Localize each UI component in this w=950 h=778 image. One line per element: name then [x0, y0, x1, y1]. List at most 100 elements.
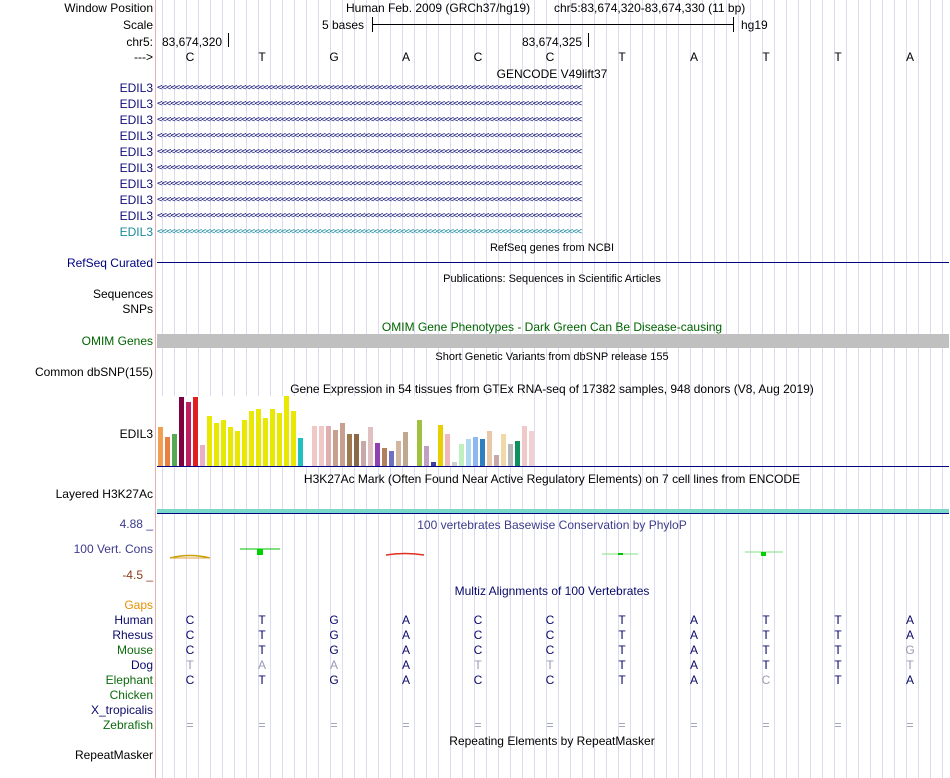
gtex-tissue-bar[interactable]	[382, 448, 387, 466]
gtex-tissue-bar[interactable]	[172, 434, 177, 466]
species-label[interactable]: X_tropicalis	[90, 703, 153, 717]
publications-title[interactable]: Publications: Sequences in Scientific Ar…	[443, 273, 661, 285]
gencode-transcript-line[interactable]: <<<<<<<<<<<<<<<<<<<<<<<<<<<<<<<<<<<<<<<<…	[157, 227, 582, 237]
gencode-title[interactable]: GENCODE V49lift37	[496, 67, 608, 81]
gaps-label[interactable]: Gaps	[124, 598, 153, 612]
gtex-tissue-bar[interactable]	[326, 426, 331, 466]
gtex-tissue-bar[interactable]	[466, 439, 471, 466]
gtex-tissue-bar[interactable]	[515, 441, 520, 466]
gencode-transcript-label[interactable]: EDIL3	[119, 161, 153, 175]
gtex-tissue-bar[interactable]	[459, 444, 464, 466]
gencode-transcript-label[interactable]: EDIL3	[119, 129, 153, 143]
species-label[interactable]: Mouse	[116, 643, 153, 657]
species-label[interactable]: Zebrafish	[102, 718, 153, 732]
position-text[interactable]: chr5:83,674,320-83,674,330 (11 bp)	[554, 1, 746, 15]
h3k27ac-signal[interactable]	[157, 509, 949, 513]
gtex-tissue-bar[interactable]	[298, 438, 303, 466]
repeatmasker-label[interactable]: RepeatMasker	[74, 748, 153, 762]
gtex-tissue-bar[interactable]	[305, 465, 310, 466]
gtex-tissue-bar[interactable]	[445, 434, 450, 466]
gtex-tissue-bar[interactable]	[242, 420, 247, 466]
gtex-tissue-bar[interactable]	[417, 420, 422, 466]
omim-title[interactable]: OMIM Gene Phenotypes - Dark Green Can Be…	[381, 320, 723, 334]
gencode-transcript-line[interactable]: <<<<<<<<<<<<<<<<<<<<<<<<<<<<<<<<<<<<<<<<…	[157, 115, 582, 125]
species-label[interactable]: Human	[114, 613, 153, 627]
gtex-tissue-bar[interactable]	[480, 439, 485, 466]
gtex-tissue-bar[interactable]	[263, 418, 268, 466]
gtex-tissue-bar[interactable]	[508, 444, 513, 466]
gtex-tissue-bar[interactable]	[410, 465, 415, 466]
gtex-tissue-bar[interactable]	[431, 462, 436, 466]
refseq-gene-line[interactable]	[157, 262, 949, 263]
gtex-tissue-bar[interactable]	[179, 397, 184, 466]
gtex-tissue-bar[interactable]	[452, 462, 457, 466]
gtex-tissue-bar[interactable]	[361, 441, 366, 466]
phylop-title[interactable]: 100 vertebrates Basewise Conservation by…	[417, 518, 687, 532]
gtex-tissue-bar[interactable]	[333, 430, 338, 466]
gtex-label[interactable]: EDIL3	[119, 427, 153, 441]
gencode-transcript-line[interactable]: <<<<<<<<<<<<<<<<<<<<<<<<<<<<<<<<<<<<<<<<…	[157, 131, 582, 141]
repeatmasker-title[interactable]: Repeating Elements by RepeatMasker	[449, 734, 655, 748]
gencode-transcript-label[interactable]: EDIL3	[119, 177, 153, 191]
phylop-plot[interactable]	[0, 540, 950, 580]
gtex-tissue-bar[interactable]	[403, 432, 408, 466]
gtex-tissue-bar[interactable]	[249, 411, 254, 466]
gtex-tissue-bar[interactable]	[214, 423, 219, 466]
gtex-tissue-bar[interactable]	[256, 409, 261, 466]
h3k27ac-label[interactable]: Layered H3K27Ac	[55, 487, 153, 501]
gencode-transcript-line[interactable]: <<<<<<<<<<<<<<<<<<<<<<<<<<<<<<<<<<<<<<<<…	[157, 211, 582, 221]
refseq-label[interactable]: RefSeq Curated	[66, 256, 153, 270]
gtex-tissue-bar[interactable]	[312, 426, 317, 466]
gencode-transcript-label[interactable]: EDIL3	[119, 225, 153, 239]
gtex-tissue-bar[interactable]	[193, 397, 198, 466]
dbsnp-label[interactable]: Common dbSNP(155)	[34, 365, 153, 379]
gtex-tissue-bar[interactable]	[473, 437, 478, 466]
gtex-bar-chart[interactable]	[157, 396, 534, 466]
phylop-label[interactable]: 100 Vert. Cons	[73, 542, 153, 556]
omim-label[interactable]: OMIM Genes	[81, 334, 153, 348]
gtex-tissue-bar[interactable]	[424, 446, 429, 466]
gtex-tissue-bar[interactable]	[158, 427, 163, 466]
species-label[interactable]: Dog	[130, 658, 153, 672]
gtex-tissue-bar[interactable]	[340, 423, 345, 466]
gtex-tissue-bar[interactable]	[221, 420, 226, 466]
gtex-tissue-bar[interactable]	[165, 437, 170, 466]
species-label[interactable]: Rhesus	[112, 628, 153, 642]
gencode-transcript-label[interactable]: EDIL3	[119, 145, 153, 159]
sequences-label[interactable]: Sequences	[92, 287, 153, 301]
gtex-tissue-bar[interactable]	[319, 426, 324, 466]
gtex-tissue-bar[interactable]	[270, 409, 275, 466]
gencode-transcript-label[interactable]: EDIL3	[119, 81, 153, 95]
gtex-tissue-bar[interactable]	[354, 434, 359, 466]
gtex-tissue-bar[interactable]	[277, 413, 282, 466]
omim-gene-bar[interactable]	[157, 334, 949, 348]
dbsnp-title[interactable]: Short Genetic Variants from dbSNP releas…	[435, 351, 669, 363]
gencode-transcript-label[interactable]: EDIL3	[119, 193, 153, 207]
gtex-tissue-bar[interactable]	[389, 451, 394, 466]
gtex-title[interactable]: Gene Expression in 54 tissues from GTEx …	[290, 382, 814, 396]
gtex-tissue-bar[interactable]	[200, 445, 205, 466]
gencode-transcript-line[interactable]: <<<<<<<<<<<<<<<<<<<<<<<<<<<<<<<<<<<<<<<<…	[157, 99, 582, 109]
refseq-title[interactable]: RefSeq genes from NCBI	[489, 242, 615, 254]
gencode-transcript-label[interactable]: EDIL3	[119, 97, 153, 111]
gtex-tissue-bar[interactable]	[396, 441, 401, 466]
gencode-transcript-label[interactable]: EDIL3	[119, 209, 153, 223]
gtex-tissue-bar[interactable]	[438, 425, 443, 466]
gencode-transcript-line[interactable]: <<<<<<<<<<<<<<<<<<<<<<<<<<<<<<<<<<<<<<<<…	[157, 163, 582, 173]
gtex-tissue-bar[interactable]	[522, 426, 527, 466]
h3k27ac-title[interactable]: H3K27Ac Mark (Often Found Near Active Re…	[303, 472, 801, 486]
gtex-tissue-bar[interactable]	[487, 431, 492, 466]
gtex-tissue-bar[interactable]	[529, 431, 534, 466]
gtex-tissue-bar[interactable]	[186, 402, 191, 466]
gtex-tissue-bar[interactable]	[291, 411, 296, 466]
gtex-tissue-bar[interactable]	[235, 431, 240, 466]
gtex-tissue-bar[interactable]	[494, 455, 499, 466]
gtex-tissue-bar[interactable]	[368, 427, 373, 466]
multiz-title[interactable]: Multiz Alignments of 100 Vertebrates	[454, 584, 650, 598]
gtex-tissue-bar[interactable]	[347, 434, 352, 466]
gencode-transcript-line[interactable]: <<<<<<<<<<<<<<<<<<<<<<<<<<<<<<<<<<<<<<<<…	[157, 83, 582, 93]
species-label[interactable]: Elephant	[105, 673, 153, 687]
gencode-transcript-line[interactable]: <<<<<<<<<<<<<<<<<<<<<<<<<<<<<<<<<<<<<<<<…	[157, 179, 582, 189]
gtex-tissue-bar[interactable]	[228, 427, 233, 466]
gtex-tissue-bar[interactable]	[501, 434, 506, 466]
